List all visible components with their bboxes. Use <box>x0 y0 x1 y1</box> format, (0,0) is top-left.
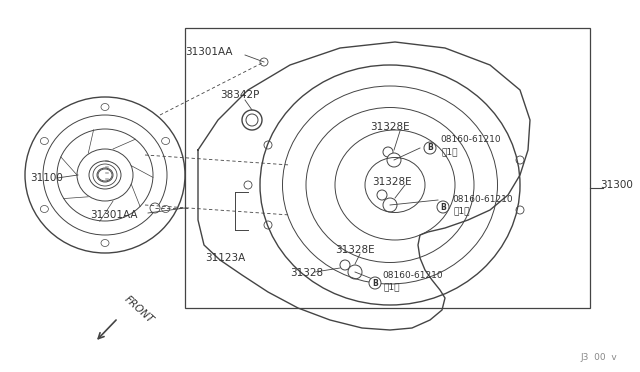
Ellipse shape <box>162 138 170 144</box>
Circle shape <box>264 141 272 149</box>
Text: （1）: （1） <box>384 282 401 292</box>
Circle shape <box>383 198 397 212</box>
Circle shape <box>516 156 524 164</box>
Text: 31328E: 31328E <box>370 122 410 132</box>
Circle shape <box>369 277 381 289</box>
Text: （1）: （1） <box>442 148 458 157</box>
Text: （1）: （1） <box>454 206 470 215</box>
Ellipse shape <box>101 240 109 247</box>
Text: J3  00  v: J3 00 v <box>580 353 617 362</box>
Text: 08160-61210: 08160-61210 <box>452 195 513 203</box>
Circle shape <box>387 153 401 167</box>
Text: B: B <box>440 202 446 212</box>
Text: B: B <box>372 279 378 288</box>
Circle shape <box>244 181 252 189</box>
Text: 38342P: 38342P <box>220 90 259 100</box>
Circle shape <box>424 142 436 154</box>
Circle shape <box>437 201 449 213</box>
Text: B: B <box>427 144 433 153</box>
Ellipse shape <box>101 103 109 110</box>
Text: 31100: 31100 <box>30 173 63 183</box>
Text: 31123A: 31123A <box>205 253 245 263</box>
Text: 31328E: 31328E <box>335 245 374 255</box>
Circle shape <box>377 190 387 200</box>
Text: 31328E: 31328E <box>372 177 412 187</box>
Text: FRONT: FRONT <box>122 294 155 326</box>
Circle shape <box>264 221 272 229</box>
Text: 31328: 31328 <box>290 268 323 278</box>
Circle shape <box>383 147 393 157</box>
Circle shape <box>348 265 362 279</box>
Circle shape <box>150 203 160 213</box>
Text: 31301AA: 31301AA <box>185 47 232 57</box>
Ellipse shape <box>40 205 49 212</box>
Text: 31300: 31300 <box>600 180 633 190</box>
Bar <box>185 28 590 308</box>
Text: 31301AA: 31301AA <box>90 210 138 220</box>
Text: 08160-61210: 08160-61210 <box>382 270 443 279</box>
Circle shape <box>340 260 350 270</box>
Circle shape <box>516 206 524 214</box>
Ellipse shape <box>40 138 49 144</box>
Ellipse shape <box>162 205 170 212</box>
Text: 08160-61210: 08160-61210 <box>440 135 500 144</box>
Circle shape <box>260 58 268 66</box>
